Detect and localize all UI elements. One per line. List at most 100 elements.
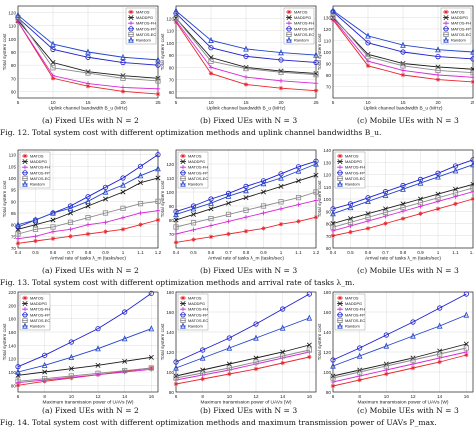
- legend-label: MATOS-EC: [345, 318, 365, 323]
- legend-label: MATOS-FH: [345, 307, 365, 312]
- data-point: [435, 77, 441, 82]
- data-point: [180, 301, 186, 307]
- y-tick-label: 140: [323, 148, 331, 153]
- x-tick-label: 1: [280, 250, 283, 255]
- data-point: [470, 70, 474, 76]
- data-point: [296, 178, 301, 184]
- data-point: [180, 170, 186, 176]
- data-point: [365, 54, 371, 60]
- data-point: [85, 70, 91, 76]
- data-point: [337, 170, 343, 176]
- data-point: [337, 307, 343, 312]
- chart-panel-3: 70 80 90 100 110 120 130 5 10 15 20 25 Uplink channe…: [317, 5, 474, 112]
- y-tick-label: 180: [323, 290, 331, 295]
- plot-frame: [175, 291, 317, 393]
- data-point: [200, 347, 206, 353]
- x-tick-label: 0.9: [260, 250, 267, 255]
- data-point: [68, 373, 74, 379]
- series-line-random: [332, 314, 467, 367]
- data-point: [470, 161, 474, 168]
- data-point: [173, 15, 179, 21]
- data-point: [120, 73, 126, 79]
- x-tick-label: 1: [122, 250, 125, 255]
- data-point: [191, 211, 196, 217]
- data-point: [50, 224, 56, 230]
- data-point: [280, 306, 286, 312]
- y-tick-label: 110: [324, 39, 332, 44]
- data-point: [226, 231, 231, 237]
- data-point: [120, 215, 126, 220]
- data-point: [453, 201, 458, 207]
- data-point: [173, 210, 179, 217]
- y-tick-label: 130: [323, 160, 331, 165]
- legend-label: MADDPG: [188, 301, 205, 306]
- series-line-matos-fp: [175, 160, 317, 213]
- chart-panel-6: 60 70 80 90 100 110 120 130 140 0.4 0.5 0.6 0.7 0.8 0.…: [317, 148, 474, 262]
- data-point: [102, 210, 109, 216]
- y-tick-label: 85: [11, 211, 17, 216]
- x-tick-label: 14: [437, 394, 443, 399]
- x-tick-label: 1.1: [452, 250, 459, 255]
- data-point: [357, 377, 362, 383]
- y-tick-label: 100: [323, 50, 331, 55]
- data-point: [67, 219, 74, 225]
- legend: MATOSMADDPGMATOS-FHMATOS-FPMATOS-ECRando…: [177, 151, 208, 189]
- legend-label: MATOS: [451, 10, 465, 15]
- data-point: [243, 82, 249, 87]
- data-point: [120, 227, 126, 232]
- data-point: [22, 165, 28, 170]
- legend-label: MATOS: [345, 154, 359, 159]
- data-point: [200, 367, 206, 373]
- y-tick-label: 90: [169, 204, 175, 209]
- y-tick-label: 100: [8, 176, 16, 181]
- series-line-random: [175, 163, 317, 215]
- data-point: [180, 165, 186, 170]
- data-point: [128, 21, 134, 26]
- data-point: [384, 371, 389, 377]
- y-tick-label: 80: [326, 73, 332, 78]
- data-point: [306, 342, 312, 348]
- y-tick-label: 160: [8, 330, 16, 335]
- y-tick-label: 60: [11, 89, 17, 94]
- data-point: [85, 54, 91, 60]
- series-line-random: [332, 164, 474, 215]
- series-line-random: [17, 14, 159, 61]
- y-tick-label: 70: [169, 78, 175, 83]
- data-point: [155, 198, 161, 204]
- y-axis-label: Total system cost: [160, 323, 166, 360]
- legend: MATOSMADDPGMATOS-FHMATOS-FPMATOS-ECRando…: [177, 293, 208, 331]
- data-point: [225, 211, 232, 217]
- series-line-matos-ec: [332, 16, 474, 74]
- legend-label: MATOS: [136, 10, 150, 15]
- data-point: [286, 36, 292, 43]
- data-point: [330, 362, 336, 369]
- data-point: [155, 56, 161, 63]
- legend-label: Random: [136, 38, 151, 43]
- data-point: [313, 160, 319, 167]
- y-tick-label: 70: [169, 232, 175, 237]
- data-point: [296, 202, 301, 207]
- legend-label: MATOS: [30, 154, 44, 159]
- figure-caption-14: Fig. 14. Total system cost with differen…: [0, 418, 437, 427]
- data-point: [410, 357, 416, 363]
- legend-label: MADDPG: [451, 15, 468, 20]
- data-point: [208, 45, 214, 51]
- data-point: [138, 180, 143, 186]
- legend-label: MATOS-EC: [345, 176, 365, 181]
- x-axis-label: Uplink channel bandwidth B_u (MHz): [207, 106, 286, 112]
- x-tick-label: 0.6: [365, 250, 372, 255]
- data-point: [50, 40, 56, 47]
- data-point: [243, 187, 249, 194]
- legend-label: MATOS-FH: [30, 307, 50, 312]
- legend-label: MATOS-EC: [30, 318, 50, 323]
- data-point: [400, 182, 406, 189]
- data-point: [122, 358, 128, 364]
- x-tick-label: 15: [85, 100, 91, 105]
- data-point: [32, 216, 39, 223]
- data-point: [435, 195, 441, 201]
- data-point: [280, 353, 286, 359]
- data-point: [22, 295, 28, 301]
- data-point: [225, 192, 232, 199]
- data-point: [68, 234, 73, 239]
- data-point: [365, 214, 371, 220]
